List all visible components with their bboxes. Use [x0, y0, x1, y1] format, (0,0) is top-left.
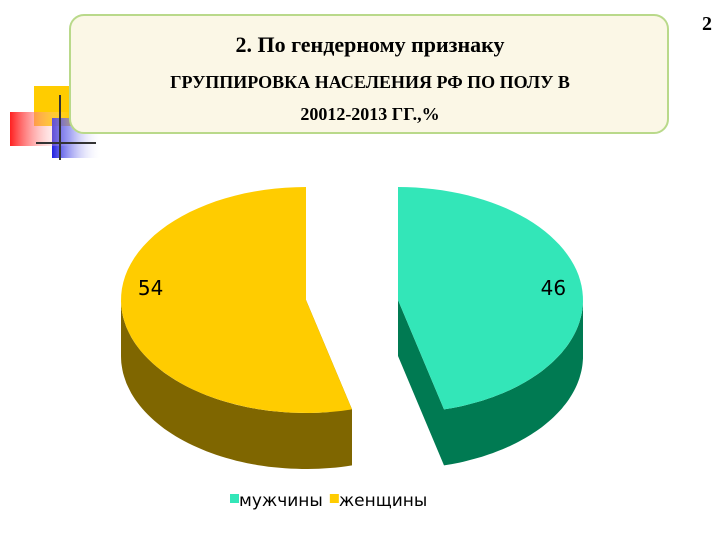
data-label: 54 [138, 276, 163, 300]
data-label: 46 [541, 276, 566, 300]
legend-swatch [329, 494, 339, 503]
slice-side [121, 300, 352, 469]
legend-label: женщины [339, 491, 428, 511]
chart-title: 2. По гендерному признаку [235, 32, 504, 57]
slice [121, 187, 352, 413]
chart-subtitle: 20012-2013 ГГ.,% [300, 104, 439, 124]
pie: 46 54 [121, 187, 583, 469]
chart-subtitle: ГРУППИРОВКА НАСЕЛЕНИЯ РФ ПО ПОЛУ В [170, 72, 570, 92]
legend: мужчины женщины [230, 491, 427, 511]
title-box [69, 14, 669, 134]
page-number: 2 [702, 13, 712, 35]
slice [398, 187, 583, 410]
slice-cut-face [398, 300, 444, 466]
legend-label: мужчины [239, 491, 323, 511]
legend-swatch [230, 494, 239, 503]
slice-side [444, 300, 583, 466]
